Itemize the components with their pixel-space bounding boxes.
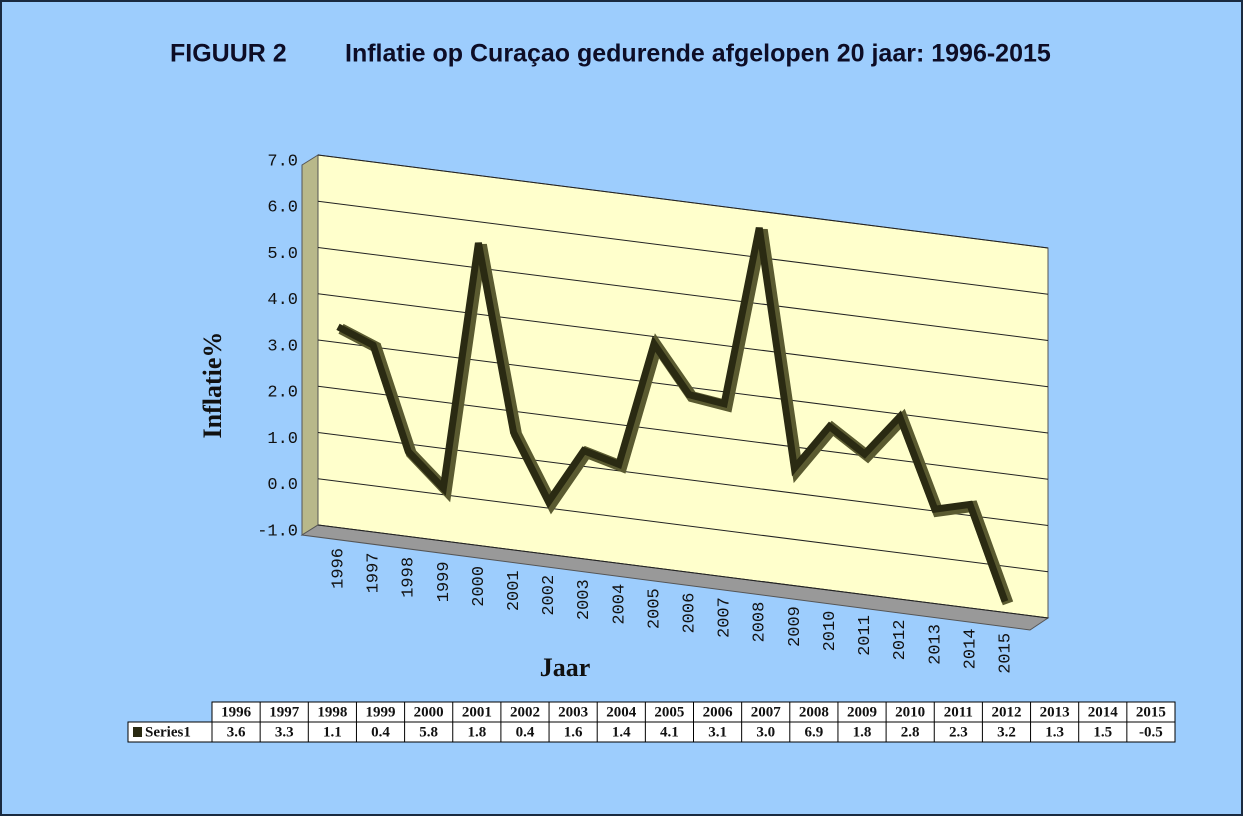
table-value: 1.6 [564,724,583,740]
y-tick-label: 7.0 [267,152,298,171]
table-value: 3.6 [227,724,246,740]
x-tick-label: 1998 [400,557,419,598]
table-year: 2007 [751,704,782,720]
y-tick-label: 1.0 [267,430,298,449]
table-value: 1.1 [323,724,342,740]
table-year: 2010 [895,704,925,720]
figure-label: FIGUUR 2 [170,40,287,68]
grid-line [317,247,1049,341]
x-tick-label: 2013 [926,624,945,665]
x-tick-label: 2000 [470,566,489,607]
y-tick-label: 6.0 [267,199,298,218]
y-tick-label: 4.0 [267,291,298,310]
table-value: 6.9 [805,724,824,740]
grid-line [317,154,1049,249]
table-value: -0.5 [1139,724,1163,740]
table-year: 2006 [703,704,734,720]
y-tick-label: -1.0 [257,522,298,541]
table-year: 2014 [1088,704,1119,720]
table-value: 3.3 [275,724,294,740]
table-value: 1.8 [467,724,486,740]
chart-title: Inflatie op Curaçao gedurende afgelopen … [345,40,1051,68]
grid-line [317,293,1049,388]
grid-line [317,385,1049,480]
x-tick-label: 2004 [610,584,629,625]
x-tick-label: 2005 [645,588,664,629]
legend-label: Series1 [145,724,191,740]
table-year: 2013 [1040,704,1070,720]
table-value: 2.3 [949,724,968,740]
x-tick-label: 2006 [681,593,700,634]
table-value: 3.1 [708,724,727,740]
table-value: 3.0 [756,724,775,740]
side-wall [301,154,319,536]
table-value: 5.8 [419,724,438,740]
x-tick-label: 2008 [751,602,770,643]
grid-line [317,432,1049,526]
table-value: 3.2 [997,724,1016,740]
table-value: 0.4 [516,724,535,740]
table-year: 2008 [799,704,829,720]
x-tick-label: 2011 [856,615,875,656]
x-tick-label: 2012 [891,620,910,661]
table-year: 2009 [847,704,877,720]
x-axis-label: Jaar [540,653,591,682]
x-tick-label: 2009 [786,606,805,647]
table-value: 1.5 [1093,724,1112,740]
table-value: 2.8 [901,724,920,740]
table-year: 2015 [1136,704,1166,720]
y-tick-label: 2.0 [267,384,298,403]
table-year: 2004 [606,704,637,720]
table-year: 1999 [366,704,396,720]
data-line [336,227,1009,603]
table-year: 2000 [414,704,444,720]
table-value: 4.1 [660,724,679,740]
grid-line [317,524,1049,619]
x-tick-label: 2002 [540,575,559,616]
table-year: 2012 [991,704,1021,720]
legend-swatch [133,727,142,737]
x-tick-label: 2007 [716,597,735,638]
table-value: 1.3 [1045,724,1064,740]
table-year: 2005 [654,704,684,720]
table-year: 2003 [558,704,588,720]
x-tick-label: 1999 [435,561,454,602]
x-tick-label: 2015 [996,633,1015,674]
table-value: 1.8 [853,724,872,740]
table-year: 2011 [944,704,973,720]
x-tick-label: 2010 [821,611,840,652]
grid-line [317,200,1049,295]
y-tick-label: 5.0 [267,245,298,264]
y-axis-label: Inflatie% [198,332,227,439]
grid-line [317,478,1049,573]
table-value: 1.4 [612,724,631,740]
x-tick-label: 1996 [329,548,348,589]
x-tick-label: 1997 [365,552,384,593]
y-tick-label: 0.0 [267,476,298,495]
table-year: 1998 [317,704,347,720]
table-year: 2002 [510,704,540,720]
table-year: 1997 [269,704,300,720]
table-year: 2001 [462,704,492,720]
y-tick-label: 3.0 [267,337,298,356]
x-tick-label: 2014 [961,629,980,670]
x-tick-label: 2001 [505,570,524,611]
table-value: 0.4 [371,724,390,740]
x-tick-label: 2003 [575,579,594,620]
table-year: 1996 [221,704,252,720]
